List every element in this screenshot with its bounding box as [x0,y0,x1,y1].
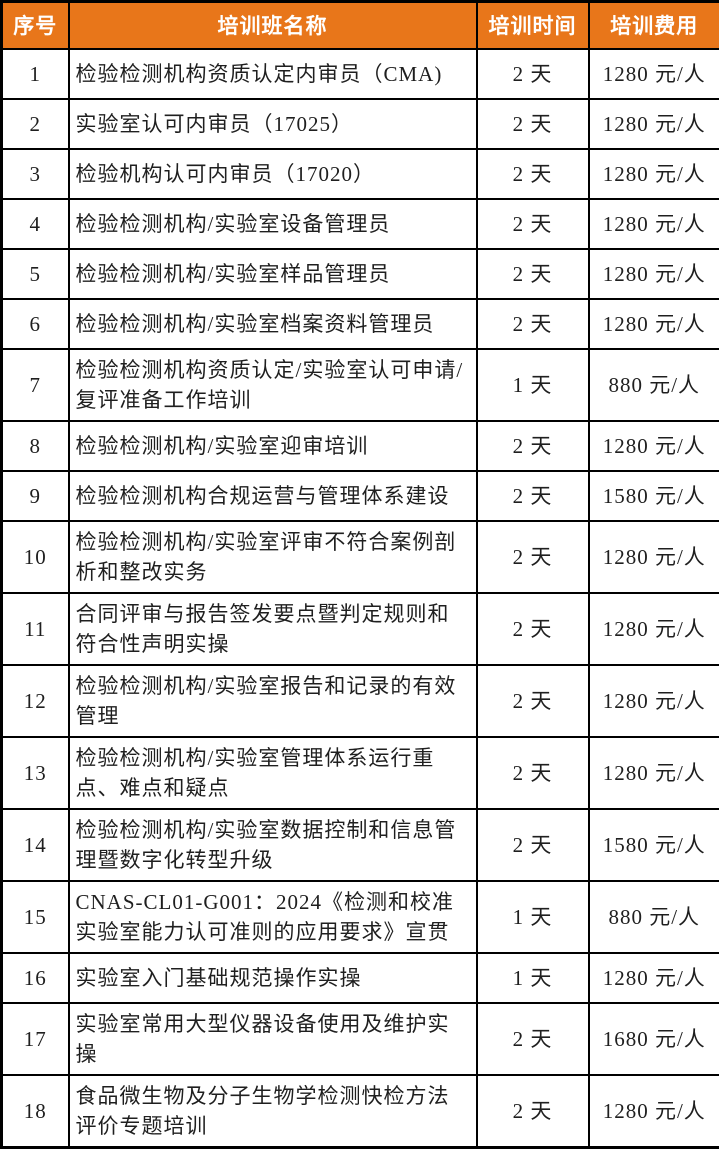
cell-course-name: 检验检测机构/实验室报告和记录的有效管理 [69,665,477,737]
cell-duration: 2 天 [477,199,589,249]
cell-fee: 1280 元/人 [589,665,719,737]
cell-duration: 2 天 [477,421,589,471]
cell-course-name: 检验检测机构/实验室样品管理员 [69,249,477,299]
cell-course-name: 合同评审与报告签发要点暨判定规则和符合性声明实操 [69,593,477,665]
cell-fee: 1280 元/人 [589,199,719,249]
cell-duration: 2 天 [477,299,589,349]
col-header-fee: 培训费用 [589,2,719,49]
cell-index: 12 [2,665,69,737]
col-header-course-name: 培训班名称 [69,2,477,49]
cell-index: 1 [2,49,69,99]
cell-index: 8 [2,421,69,471]
cell-fee: 1280 元/人 [589,249,719,299]
cell-fee: 1280 元/人 [589,49,719,99]
cell-fee: 880 元/人 [589,349,719,421]
cell-fee: 1280 元/人 [589,737,719,809]
cell-index: 14 [2,809,69,881]
cell-course-name: 检验检测机构/实验室迎审培训 [69,421,477,471]
cell-duration: 1 天 [477,881,589,953]
cell-index: 7 [2,349,69,421]
col-header-duration: 培训时间 [477,2,589,49]
cell-index: 2 [2,99,69,149]
cell-duration: 1 天 [477,953,589,1003]
cell-index: 15 [2,881,69,953]
cell-course-name: 实验室入门基础规范操作实操 [69,953,477,1003]
cell-fee: 1580 元/人 [589,809,719,881]
cell-course-name: 检验检测机构/实验室管理体系运行重点、难点和疑点 [69,737,477,809]
cell-duration: 2 天 [477,1075,589,1148]
cell-course-name: 检验机构认可内审员（17020） [69,149,477,199]
cell-course-name: 检验检测机构资质认定内审员（CMA) [69,49,477,99]
cell-fee: 1280 元/人 [589,1075,719,1148]
cell-index: 17 [2,1003,69,1075]
cell-index: 9 [2,471,69,521]
cell-course-name: 实验室常用大型仪器设备使用及维护实操 [69,1003,477,1075]
cell-fee: 1280 元/人 [589,593,719,665]
cell-course-name: 检验检测机构/实验室设备管理员 [69,199,477,249]
cell-fee: 1580 元/人 [589,471,719,521]
cell-course-name: 实验室认可内审员（17025） [69,99,477,149]
cell-fee: 1280 元/人 [589,953,719,1003]
cell-fee: 1280 元/人 [589,299,719,349]
cell-course-name: 检验检测机构/实验室档案资料管理员 [69,299,477,349]
cell-fee: 1680 元/人 [589,1003,719,1075]
header-row: 序号 培训班名称 培训时间 培训费用 [2,2,719,49]
cell-index: 16 [2,953,69,1003]
cell-index: 13 [2,737,69,809]
cell-duration: 2 天 [477,593,589,665]
cell-index: 18 [2,1075,69,1148]
cell-index: 10 [2,521,69,593]
cell-index: 3 [2,149,69,199]
cell-duration: 2 天 [477,737,589,809]
cell-duration: 1 天 [477,349,589,421]
cell-duration: 2 天 [477,665,589,737]
cell-course-name: 检验检测机构/实验室评审不符合案例剖析和整改实务 [69,521,477,593]
cell-duration: 2 天 [477,249,589,299]
cell-index: 4 [2,199,69,249]
cell-index: 5 [2,249,69,299]
cell-duration: 2 天 [477,99,589,149]
cell-duration: 2 天 [477,471,589,521]
cell-fee: 1280 元/人 [589,149,719,199]
cell-fee: 1280 元/人 [589,421,719,471]
cell-fee: 1280 元/人 [589,99,719,149]
cell-duration: 2 天 [477,809,589,881]
cell-duration: 2 天 [477,1003,589,1075]
cell-course-name: 检验检测机构/实验室数据控制和信息管理暨数字化转型升级 [69,809,477,881]
cell-fee: 1280 元/人 [589,521,719,593]
cell-fee: 880 元/人 [589,881,719,953]
cell-course-name: 食品微生物及分子生物学检测快检方法评价专题培训 [69,1075,477,1148]
cell-duration: 2 天 [477,149,589,199]
cell-course-name: 检验检测机构资质认定/实验室认可申请/复评准备工作培训 [69,349,477,421]
cell-duration: 2 天 [477,521,589,593]
cell-course-name: CNAS-CL01-G001：2024《检测和校准实验室能力认可准则的应用要求》… [69,881,477,953]
cell-course-name: 检验检测机构合规运营与管理体系建设 [69,471,477,521]
col-header-index: 序号 [2,2,69,49]
cell-index: 6 [2,299,69,349]
cell-index: 11 [2,593,69,665]
cell-duration: 2 天 [477,49,589,99]
